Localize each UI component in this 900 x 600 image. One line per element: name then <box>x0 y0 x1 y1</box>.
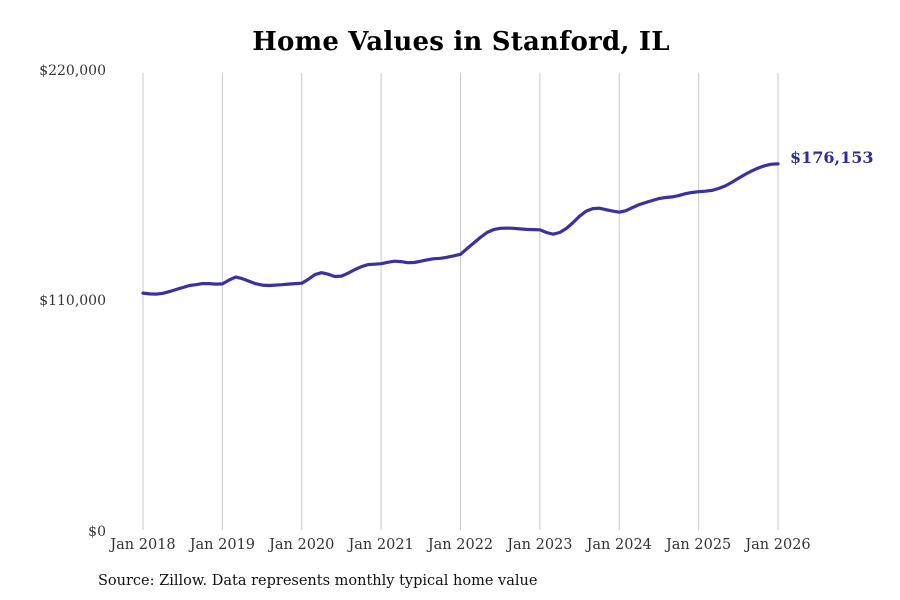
final-value-label: $176,153 <box>790 148 874 167</box>
year-gridlines <box>142 73 779 530</box>
y-tick-label: $0 <box>88 523 106 540</box>
x-tick-label: Jan 2023 <box>507 537 573 553</box>
x-tick-label: Jan 2026 <box>745 537 811 553</box>
home-value-line <box>141 162 780 296</box>
x-tick-label: Jan 2018 <box>110 537 176 553</box>
chart-title: Home Values in Stanford, IL <box>252 27 670 57</box>
x-tick-label: Jan 2022 <box>427 537 494 553</box>
y-tick-label: $220,000 <box>39 62 106 79</box>
x-tick-label: Jan 2020 <box>269 537 335 553</box>
source-note: Source: Zillow. Data represents monthly … <box>98 573 538 589</box>
x-tick-label: Jan 2024 <box>586 537 652 553</box>
x-tick-label: Jan 2019 <box>189 537 256 553</box>
x-tick-label: Jan 2021 <box>348 537 414 553</box>
x-tick-label: Jan 2025 <box>665 537 732 553</box>
y-tick-label: $110,000 <box>39 293 106 309</box>
